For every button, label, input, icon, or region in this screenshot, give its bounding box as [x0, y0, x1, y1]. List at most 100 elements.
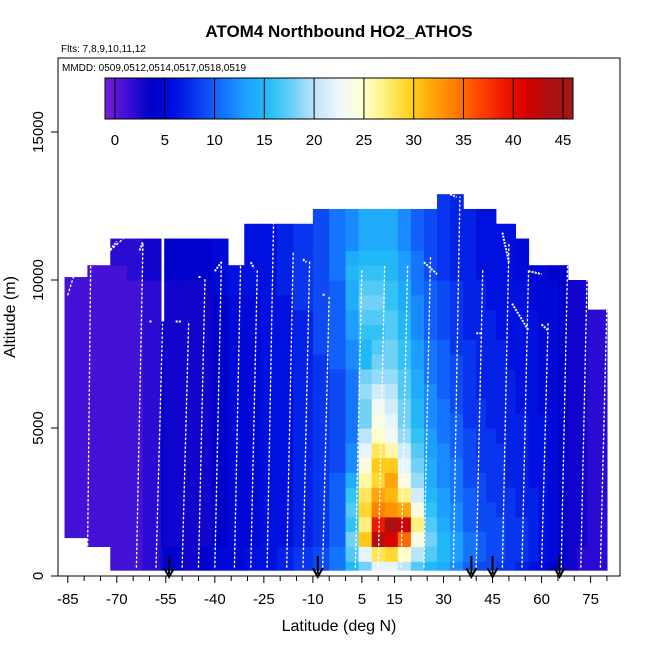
heatmap-cell — [211, 428, 229, 444]
heatmap-cell — [557, 354, 569, 370]
heatmap-cell — [227, 339, 245, 355]
heatmap-cell — [495, 457, 507, 473]
heatmap-cell — [410, 531, 425, 547]
heatmap-cell — [410, 398, 425, 414]
heatmap-cell — [548, 265, 559, 281]
heatmap-cell — [384, 354, 399, 370]
heatmap-cell — [597, 354, 608, 370]
colorbar-segment — [341, 78, 346, 119]
heatmap-cell — [211, 442, 229, 459]
heatmap-cell — [463, 457, 477, 473]
arrow-head — [311, 567, 324, 580]
heatmap-cell — [371, 457, 386, 473]
heatmap-cell — [276, 487, 294, 503]
colorbar-segment — [534, 78, 539, 119]
heatmap-cell — [450, 487, 464, 503]
heatmap-cell — [110, 383, 128, 399]
heatmap-cell — [437, 354, 451, 370]
colorbar-segment — [318, 78, 322, 119]
heatmap-cell — [276, 368, 294, 385]
heatmap-cell — [276, 339, 294, 355]
colorbar-segment — [245, 78, 249, 119]
heatmap-cell — [164, 442, 183, 459]
colorbar-segment — [324, 78, 328, 119]
heatmap-cell — [495, 502, 507, 518]
heatmap-cell — [126, 265, 144, 281]
heatmap-cell — [528, 502, 539, 518]
heatmap-cell — [577, 339, 588, 355]
colorbar-segment — [160, 78, 164, 119]
heatmap-cell — [276, 383, 294, 399]
heatmap-cell — [567, 398, 579, 414]
heatmap-cell — [182, 428, 200, 444]
heatmap-cell — [329, 309, 347, 325]
heatmap-cell — [110, 502, 128, 518]
heatmap-cell — [486, 280, 497, 296]
heatmap-cell — [244, 531, 262, 547]
heatmap-cell — [64, 324, 88, 340]
heatmap-cell — [293, 502, 314, 518]
heatmap-cell — [276, 516, 294, 533]
heatmap-cell — [515, 413, 530, 429]
colorbar-segment — [265, 78, 270, 119]
heatmap-cell — [486, 294, 497, 311]
heatmap-cell — [515, 250, 530, 266]
heatmap-cell — [587, 354, 598, 370]
colorbar-segment — [230, 78, 235, 119]
heatmap-cell — [244, 235, 262, 251]
heatmap-cell — [423, 516, 438, 533]
colorbar-segment — [166, 78, 170, 119]
colorbar-segment — [458, 78, 463, 119]
heatmap-cell — [244, 309, 262, 325]
heatmap-cell — [495, 265, 507, 281]
heatmap-cell — [164, 487, 183, 503]
colorbar-segment — [488, 78, 492, 119]
heatmap-cell — [397, 428, 412, 444]
heatmap-cell — [437, 324, 451, 340]
heatmap-cell — [126, 487, 144, 503]
heatmap-cell — [276, 223, 294, 237]
heatmap-cell — [437, 265, 451, 281]
colorbar-segment — [426, 78, 431, 119]
heatmap-cell — [276, 502, 294, 518]
heatmap-cell — [142, 309, 162, 325]
heatmap-cell — [276, 250, 294, 266]
heatmap-cell — [476, 457, 487, 473]
colorbar-segment — [172, 78, 176, 119]
heatmap-cell — [329, 502, 347, 518]
heatmap-cell — [345, 472, 360, 488]
heatmap-cell — [410, 561, 425, 571]
heatmap-cell — [528, 265, 539, 281]
heatmap-cell — [528, 487, 539, 503]
heatmap-cell — [577, 561, 588, 571]
heatmap-cell — [142, 413, 162, 429]
heatmap-cell — [410, 428, 425, 444]
heatmap-cell — [142, 368, 162, 385]
heatmap-cell — [371, 280, 386, 296]
heatmap-cell — [528, 294, 539, 311]
heatmap-cell — [587, 428, 598, 444]
heatmap-cell — [384, 324, 399, 340]
colorbar-segment — [456, 78, 460, 119]
heatmap-cell — [423, 487, 438, 503]
colorbar-segment — [537, 78, 542, 119]
heatmap-cell — [164, 294, 183, 311]
colorbar-segment — [300, 78, 305, 119]
heatmap-cell — [312, 457, 330, 473]
heatmap-cell — [463, 428, 477, 444]
colorbar-segment — [260, 78, 264, 119]
heatmap-cell — [505, 516, 517, 533]
heatmap-cell — [358, 324, 373, 340]
heatmap-cell — [450, 398, 464, 414]
heatmap-cell — [211, 309, 229, 325]
heatmap-cell — [486, 309, 497, 325]
colorbar-tick-label: 5 — [161, 132, 169, 149]
heatmap-cell — [463, 368, 477, 385]
heatmap-cell — [476, 502, 487, 518]
heatmap-cell — [505, 502, 517, 518]
heatmap-cell — [515, 265, 530, 281]
colorbar-segment — [356, 78, 360, 119]
heatmap-cell — [423, 208, 438, 222]
heatmap-cell — [397, 220, 412, 237]
heatmap-cell — [495, 354, 507, 370]
